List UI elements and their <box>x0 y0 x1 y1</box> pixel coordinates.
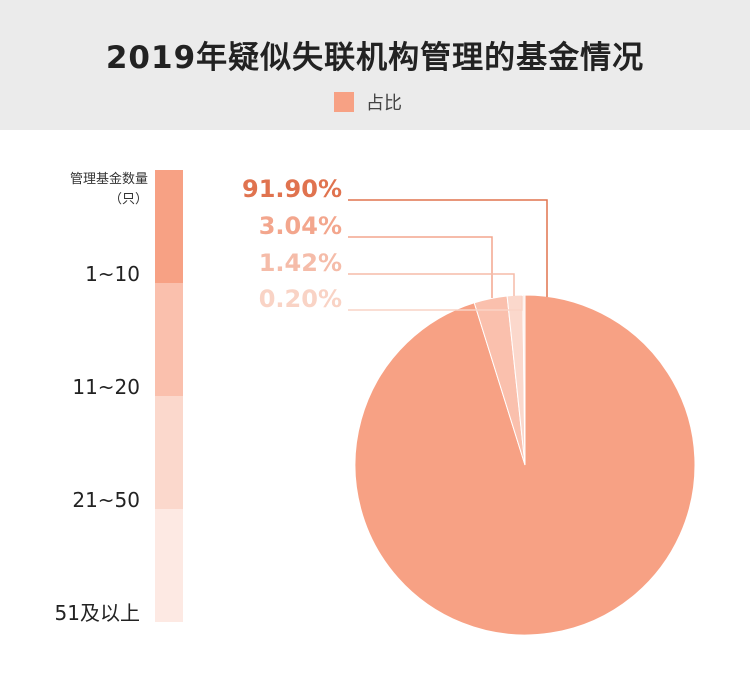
category-bar-4 <box>155 509 183 622</box>
chart-title: 2019年疑似失联机构管理的基金情况 <box>105 40 645 76</box>
value-label-3: 1.42% <box>259 249 342 277</box>
leader-line-1 <box>348 199 548 297</box>
category-bar-2 <box>155 283 183 396</box>
header-band <box>0 0 750 130</box>
leader-line-2 <box>348 236 493 298</box>
value-label-4: 0.20% <box>259 285 342 313</box>
legend: 占比 <box>334 92 402 114</box>
legend-label: 占比 <box>366 93 402 114</box>
category-label-4: 51及以上 <box>54 601 140 625</box>
category-bar-3 <box>155 396 183 509</box>
leader-line-3 <box>348 273 515 296</box>
category-heading: 管理基金数量 （只） <box>30 170 148 210</box>
category-label-2: 11~20 <box>72 375 140 399</box>
value-label-2: 3.04% <box>259 212 342 240</box>
category-label-1: 1~10 <box>85 262 140 286</box>
value-label-1: 91.90% <box>242 175 342 203</box>
category-bar-1 <box>155 170 183 283</box>
category-heading-line-1: 管理基金数量 <box>69 172 148 187</box>
category-label-3: 21~50 <box>72 488 140 512</box>
legend-swatch <box>334 92 354 112</box>
pie-slice-4 <box>522 294 526 466</box>
category-heading-line-2: （只） <box>108 192 148 207</box>
leader-line-4 <box>348 296 523 311</box>
